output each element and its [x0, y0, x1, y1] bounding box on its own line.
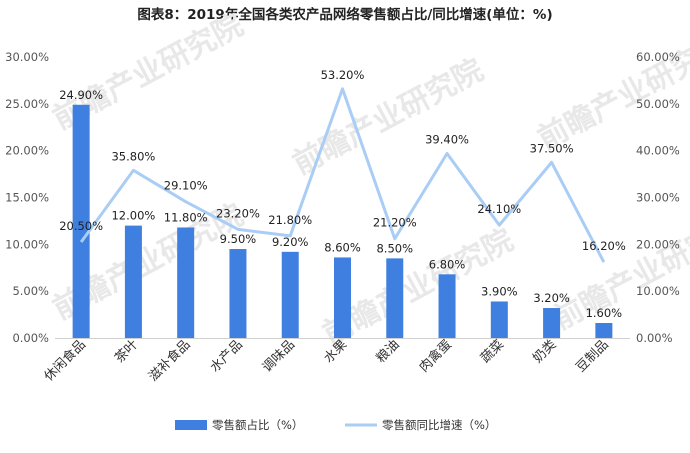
watermark-text: 前瞻产业研究院 — [532, 28, 690, 157]
x-tick-label: 豆制品 — [573, 337, 611, 375]
bars — [72, 104, 613, 339]
y-left-tick-label: 0.00% — [12, 331, 49, 345]
legend-bar-swatch — [175, 420, 207, 430]
line-data-label: 20.50% — [59, 219, 103, 233]
y-right-tick-label: 40.00% — [636, 144, 680, 158]
line-data-label: 35.80% — [111, 149, 155, 163]
bar-data-label: 11.80% — [164, 210, 208, 224]
x-tick-label: 粮油 — [374, 337, 403, 366]
y-left-tick-label: 5.00% — [12, 284, 49, 298]
bar — [595, 323, 613, 338]
y-right-tick-label: 0.00% — [636, 331, 673, 345]
bar-data-label: 1.60% — [586, 306, 623, 320]
legend-line-label: 零售额同比增速（%） — [382, 418, 496, 432]
x-tick-label: 调味品 — [260, 337, 298, 375]
bar — [438, 274, 456, 338]
bar-data-label: 3.90% — [481, 284, 518, 298]
line-data-label: 23.20% — [216, 206, 260, 220]
bar — [124, 225, 142, 338]
line-data-label: 16.20% — [582, 239, 626, 253]
x-tick-label: 肉禽蛋 — [416, 337, 455, 376]
y-right-tick-label: 10.00% — [636, 284, 680, 298]
y-left-tick-label: 10.00% — [5, 237, 49, 251]
x-tick-label: 滋补食品 — [145, 337, 193, 385]
x-tick-label: 水产品 — [208, 337, 246, 375]
bar — [281, 251, 299, 338]
line-data-label: 39.40% — [425, 132, 469, 146]
line-data-label: 29.10% — [164, 179, 208, 193]
x-tick-label: 奶类 — [530, 337, 559, 366]
bar-data-label: 12.00% — [111, 209, 155, 223]
bar-data-label: 8.60% — [324, 240, 361, 254]
line-data-label: 21.80% — [268, 213, 312, 227]
bar-data-label: 6.80% — [429, 257, 466, 271]
line-data-label: 53.20% — [321, 68, 365, 82]
y-right-tick-label: 20.00% — [636, 237, 680, 251]
chart-title: 图表8：2019年全国各类农产品网络零售额占比/同比增速(单位：%) — [137, 6, 552, 23]
bar — [386, 258, 404, 338]
legend: 零售额占比（%） 零售额同比增速（%） — [175, 418, 496, 432]
y-left-tick-label: 20.00% — [5, 144, 49, 158]
bar — [177, 227, 195, 338]
bar-data-label: 9.20% — [272, 235, 309, 249]
legend-bar-label: 零售额占比（%） — [212, 418, 303, 432]
line-data-label: 37.50% — [530, 141, 574, 155]
data-labels: 24.90% 12.00% 11.80% 9.50% 9.20% 8.60% 8.50% 6.… — [59, 68, 626, 320]
bar-data-label: 3.20% — [533, 291, 570, 305]
line-layer — [79, 87, 606, 263]
x-tick-label: 蔬菜 — [478, 337, 507, 366]
y-right-tick-label: 30.00% — [636, 191, 680, 205]
bar-data-label: 24.90% — [59, 88, 103, 102]
bar — [72, 104, 90, 339]
line-data-label: 21.20% — [373, 216, 417, 230]
bar-data-label: 8.50% — [376, 241, 413, 255]
bar-data-label: 9.50% — [220, 232, 257, 246]
bar — [543, 308, 561, 338]
bar — [229, 249, 247, 338]
bar — [490, 301, 508, 338]
x-tick-label: 茶叶 — [112, 337, 142, 367]
y-left-tick-label: 15.00% — [5, 191, 49, 205]
y-right-tick-label: 60.00% — [636, 50, 680, 64]
bar — [334, 257, 351, 338]
y-left-tick-label: 30.00% — [5, 50, 49, 64]
y-right-tick-label: 50.00% — [636, 97, 680, 111]
line-data-label: 24.10% — [477, 202, 521, 216]
growth-line — [79, 87, 606, 263]
y-left-tick-label: 25.00% — [5, 97, 49, 111]
